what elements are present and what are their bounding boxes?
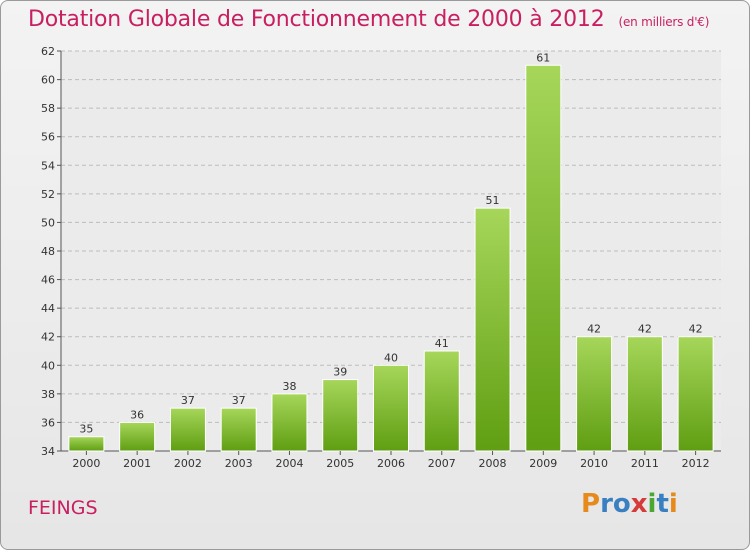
bar [423,350,460,452]
logo-letter: x [630,489,648,519]
y-tick-label: 58 [41,102,55,115]
bar-value-label: 38 [282,380,296,393]
x-tick-label: 2006 [377,457,405,470]
y-tick-label: 48 [41,245,55,258]
bar [68,436,105,452]
y-tick-label: 40 [41,359,55,372]
bar [626,336,663,452]
logo-letter: o [612,489,631,519]
logo-letter: t [656,489,669,519]
bar-value-label: 51 [486,194,500,207]
bar-value-label: 36 [130,408,144,421]
x-tick-label: 2012 [682,457,710,470]
bar [119,421,156,452]
y-tick-label: 62 [41,45,55,58]
x-tick-label: 2009 [529,457,557,470]
x-tick-label: 2008 [479,457,507,470]
x-tick-label: 2000 [72,457,100,470]
chart-title: Dotation Globale de Fonctionnement de 20… [28,7,709,32]
y-tick-label: 38 [41,388,55,401]
x-tick-label: 2011 [631,457,659,470]
bar-value-label: 37 [181,394,195,407]
y-tick-label: 60 [41,74,55,87]
x-tick-label: 2003 [225,457,253,470]
bar-value-label: 35 [79,423,93,436]
logo-letter: i [668,489,678,519]
bar [576,336,613,452]
bar-value-label: 40 [384,351,398,364]
y-tick-label: 54 [41,159,55,172]
y-tick-label: 42 [41,331,55,344]
logo-letter: i [647,489,657,519]
y-tick-label: 44 [41,302,55,315]
bar-value-label: 42 [638,323,652,336]
bar [474,207,511,452]
bar [525,64,562,452]
y-tick-label: 34 [41,445,55,458]
bar-value-label: 39 [333,366,347,379]
bar-value-label: 42 [587,323,601,336]
x-tick-label: 2004 [275,457,303,470]
proxiti-logo: Proxiti [581,489,678,519]
commune-name: FEINGS [28,497,98,519]
x-tick-label: 2002 [174,457,202,470]
bar [271,393,308,452]
chart-title-text: Dotation Globale de Fonctionnement de 20… [28,7,605,32]
bar [677,336,714,452]
y-tick-label: 46 [41,274,55,287]
x-tick-label: 2005 [326,457,354,470]
unit-note: (en milliers d'€) [618,15,710,29]
y-tick-label: 36 [41,416,55,429]
y-tick-label: 52 [41,188,55,201]
bar [373,364,409,452]
logo-letter: r [600,489,613,519]
bar-value-label: 37 [232,394,246,407]
x-tick-label: 2007 [428,457,456,470]
bar [169,407,206,452]
y-tick-label: 50 [41,216,55,229]
x-tick-label: 2010 [580,457,608,470]
bar [322,379,359,452]
bar-value-label: 42 [689,323,703,336]
bar-value-label: 61 [536,51,550,64]
x-tick-label: 2001 [123,457,151,470]
bar [220,407,257,452]
y-tick-label: 56 [41,131,55,144]
logo-letter: P [581,489,601,519]
bar-value-label: 41 [435,337,449,350]
